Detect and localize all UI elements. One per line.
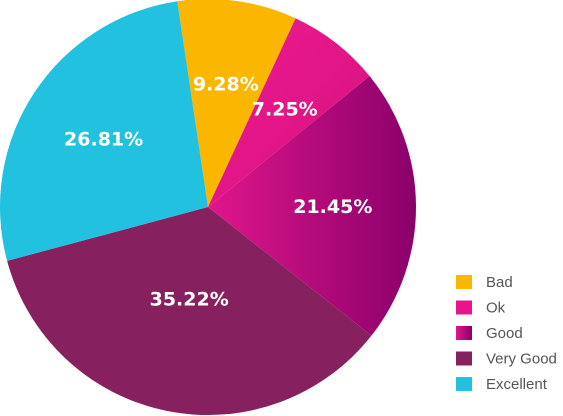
legend-swatch-very-good bbox=[456, 351, 472, 366]
pie-slice-very-good bbox=[7, 207, 372, 416]
data-label-ok: 7.25% bbox=[252, 99, 318, 121]
pie-slice-excellent bbox=[0, 1, 209, 261]
legend: Bad Ok Good Very Good Excellent bbox=[456, 274, 557, 393]
legend-swatch-good bbox=[456, 326, 472, 340]
pie-slice-good bbox=[208, 76, 416, 336]
legend-label-bad: Bad bbox=[486, 274, 513, 291]
data-label-excellent: 26.81% bbox=[64, 129, 143, 151]
legend-label-very-good: Very Good bbox=[486, 351, 557, 368]
data-label-very-good: 35.22% bbox=[150, 289, 229, 311]
legend-swatch-ok bbox=[456, 300, 472, 315]
pie-slice-ok bbox=[208, 18, 370, 208]
legend-label-ok: Ok bbox=[486, 300, 506, 317]
data-label-good: 21.45% bbox=[293, 196, 372, 218]
data-label-bad: 9.28% bbox=[193, 73, 259, 95]
legend-label-good: Good bbox=[486, 325, 523, 342]
pie-slices bbox=[0, 0, 416, 416]
legend-swatch-bad bbox=[456, 275, 472, 289]
pie-data-labels: 9.28% 7.25% 21.45% 35.22% 26.81% bbox=[64, 73, 372, 310]
legend-label-excellent: Excellent bbox=[486, 376, 548, 393]
legend-swatch-excellent bbox=[456, 377, 472, 391]
pie-slice-bad bbox=[177, 0, 296, 207]
